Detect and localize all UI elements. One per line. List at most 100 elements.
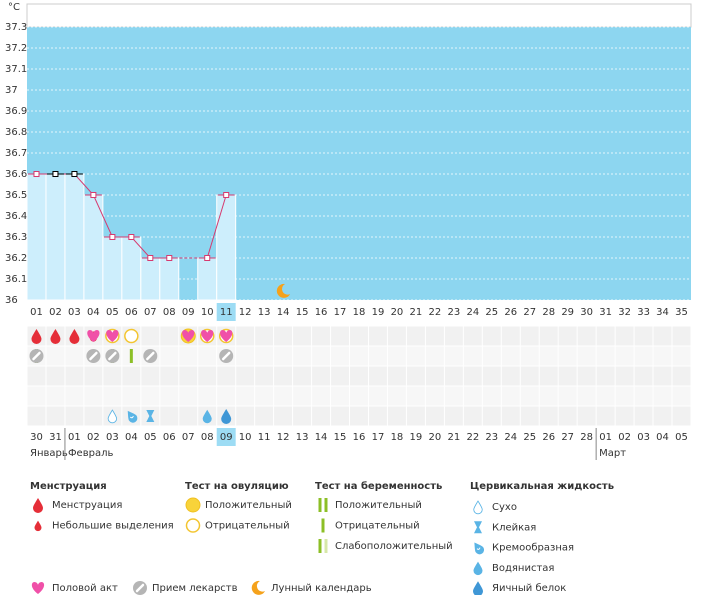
temperature-line bbox=[206, 194, 227, 259]
point-marker bbox=[128, 234, 135, 240]
legend-icon bbox=[321, 518, 325, 533]
day-icon-part bbox=[221, 409, 232, 424]
grid-cell bbox=[615, 346, 634, 366]
grid-cell bbox=[596, 326, 615, 346]
grid-cell bbox=[198, 366, 217, 386]
legend-icon-part bbox=[34, 520, 42, 532]
point-marker bbox=[147, 255, 154, 261]
day-label: 08 bbox=[163, 307, 176, 318]
day-label: 16 bbox=[315, 307, 328, 318]
grid-cell bbox=[160, 406, 179, 426]
day-label: 29 bbox=[561, 307, 574, 318]
point-marker bbox=[109, 234, 116, 240]
day-icon-part bbox=[108, 351, 117, 361]
grid-cell bbox=[596, 346, 615, 366]
date-label: 26 bbox=[542, 432, 555, 443]
y-tick-label: 36 bbox=[5, 295, 18, 306]
day-icon bbox=[220, 330, 233, 342]
plot-top-band bbox=[26, 3, 692, 28]
temperature-column bbox=[26, 173, 47, 301]
date-label: 18 bbox=[391, 432, 404, 443]
day-label: 04 bbox=[87, 307, 100, 318]
grid-cell bbox=[274, 346, 293, 366]
grid-cell bbox=[387, 366, 406, 386]
grid-cell bbox=[672, 366, 691, 386]
date-label: 20 bbox=[429, 432, 442, 443]
y-tick-label: 36.9 bbox=[5, 106, 27, 117]
grid-cell bbox=[84, 386, 103, 406]
grid-cell bbox=[558, 386, 577, 406]
date-label: 23 bbox=[485, 432, 498, 443]
day-icon-part bbox=[32, 351, 41, 361]
day-label: 01 bbox=[30, 307, 43, 318]
grid-cell bbox=[387, 386, 406, 406]
day-label: 23 bbox=[447, 307, 460, 318]
grid-cell bbox=[331, 406, 350, 426]
day-label: 22 bbox=[429, 307, 442, 318]
grid-cell bbox=[444, 406, 463, 426]
grid-cell bbox=[65, 406, 84, 426]
day-icon bbox=[129, 349, 133, 363]
grid-cell bbox=[558, 366, 577, 386]
date-label: 02 bbox=[618, 432, 631, 443]
grid-cell bbox=[482, 406, 501, 426]
grid-cell bbox=[293, 326, 312, 346]
grid-cell bbox=[539, 326, 558, 346]
grid-cell bbox=[84, 366, 103, 386]
legend-label: Водянистая bbox=[492, 563, 554, 574]
day-icon-part bbox=[124, 328, 139, 344]
day-label: 12 bbox=[239, 307, 252, 318]
legend-icon bbox=[473, 561, 483, 576]
day-label: 24 bbox=[466, 307, 479, 318]
legend-icon bbox=[33, 498, 43, 513]
date-label: 04 bbox=[125, 432, 138, 443]
grid-cell bbox=[236, 346, 255, 366]
day-icon-part bbox=[146, 410, 155, 422]
grid-cell bbox=[350, 386, 368, 406]
grid-cell bbox=[634, 346, 653, 366]
legend-icon bbox=[473, 500, 483, 515]
y-unit: °C bbox=[8, 2, 20, 13]
point-marker bbox=[52, 171, 59, 177]
day-icon bbox=[146, 410, 155, 422]
legend-title: Тест на беременность bbox=[315, 480, 442, 492]
grid-cell bbox=[255, 386, 274, 406]
grid-cell bbox=[558, 346, 577, 366]
date-label: 09 bbox=[220, 432, 233, 443]
y-tick-label: 37.3 bbox=[5, 22, 27, 33]
grid-cell bbox=[65, 366, 84, 386]
date-label: 15 bbox=[334, 432, 347, 443]
day-label: 25 bbox=[485, 307, 498, 318]
day-icon bbox=[201, 330, 214, 342]
date-label: 14 bbox=[315, 432, 328, 443]
date-label: 02 bbox=[87, 432, 100, 443]
grid-cell bbox=[368, 386, 387, 406]
grid-cell bbox=[331, 346, 350, 366]
day-icon bbox=[107, 409, 118, 424]
day-label: 19 bbox=[372, 307, 385, 318]
grid-cell bbox=[463, 346, 482, 366]
day-icon-part bbox=[107, 409, 118, 424]
grid-cell bbox=[217, 386, 236, 406]
day-icon bbox=[276, 283, 291, 298]
grid-cell bbox=[312, 406, 331, 426]
month-label: Январь bbox=[30, 448, 68, 459]
grid-cell bbox=[672, 326, 691, 346]
grid-cell bbox=[520, 326, 539, 346]
grid-cell bbox=[425, 386, 444, 406]
grid-cell bbox=[520, 406, 539, 426]
day-icon-part bbox=[129, 349, 133, 363]
legend-icon-part bbox=[321, 518, 325, 533]
grid-cell bbox=[482, 386, 501, 406]
grid-cell bbox=[350, 346, 368, 366]
grid-cell bbox=[198, 386, 217, 406]
day-icon bbox=[143, 349, 158, 363]
grid-cell bbox=[634, 326, 653, 346]
grid-cell bbox=[520, 346, 539, 366]
y-tick-label: 36.5 bbox=[5, 190, 27, 201]
date-label: 08 bbox=[201, 432, 214, 443]
grid-cell bbox=[615, 406, 634, 426]
grid-cell bbox=[103, 386, 122, 406]
legend-label: Клейкая bbox=[492, 522, 536, 533]
